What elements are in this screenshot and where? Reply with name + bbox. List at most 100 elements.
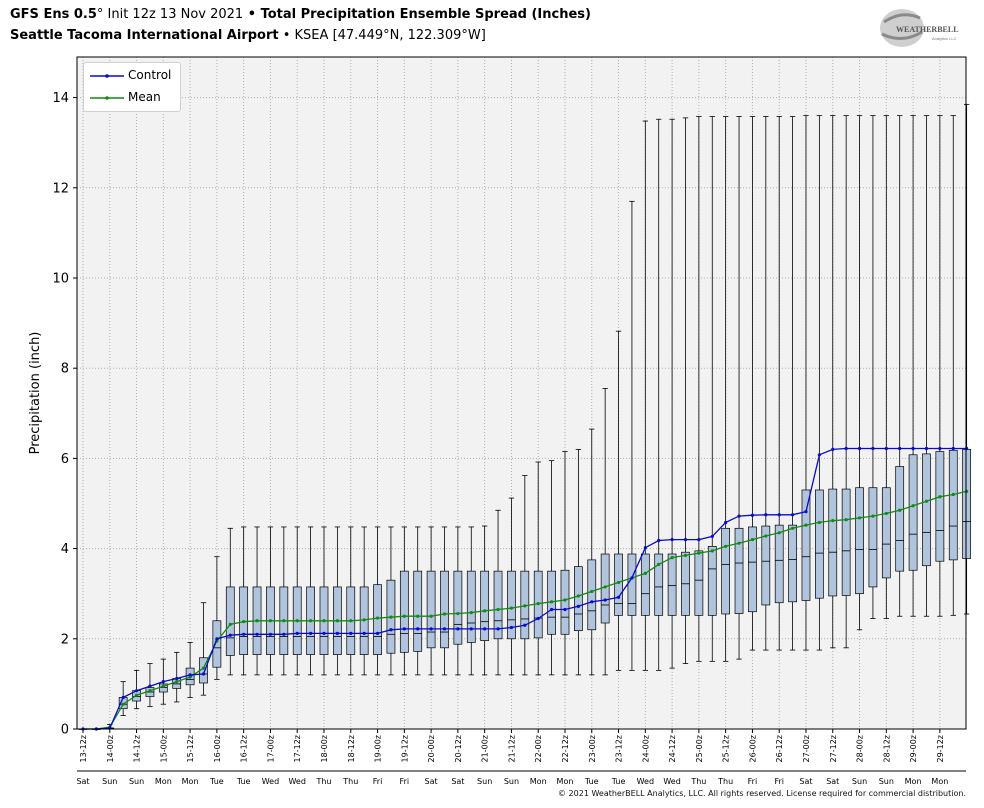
day-label: Mon (182, 777, 199, 786)
x-tick-label: 29-00z (909, 735, 918, 762)
mean-point (750, 537, 755, 542)
control-point (134, 689, 139, 693)
mean-point (469, 611, 473, 615)
x-tick-label: 23-00z (588, 735, 597, 762)
iqr-box (707, 545, 717, 616)
y-tick-label: 6 (61, 452, 69, 467)
y-tick-label: 8 (61, 362, 69, 377)
day-label: Wed (663, 777, 680, 786)
legend-mean-label: Mean (128, 90, 161, 104)
x-tick-label: 15-12z (186, 735, 195, 762)
control-point (844, 446, 848, 451)
y-tick-label: 0 (61, 723, 69, 738)
control-point (737, 514, 741, 518)
mean-point (188, 675, 192, 679)
mean-point (777, 531, 781, 535)
logo-text: WEATHERBELL (896, 25, 959, 34)
control-point (683, 537, 688, 542)
day-label: Wed (288, 777, 305, 786)
x-tick-label: 22-12z (561, 735, 570, 762)
x-tick-label: 20-00z (427, 735, 436, 762)
mean-point (134, 693, 139, 697)
mean-point (429, 614, 433, 618)
control-point (857, 446, 862, 451)
model-name: GFS Ens 0.5 (10, 7, 97, 22)
day-label: Sat (425, 777, 438, 786)
iqr-box (493, 570, 503, 640)
control-point (871, 446, 875, 451)
x-tick-label: 25-00z (695, 735, 704, 762)
chart-legend: Control Mean (83, 62, 181, 112)
day-label: Fri (400, 777, 410, 786)
day-label: Sun (129, 777, 144, 786)
control-point (911, 446, 915, 451)
control-point (469, 627, 473, 631)
control-point (938, 446, 942, 451)
lon-degree: ° (461, 28, 468, 43)
mean-point (442, 612, 447, 616)
product-name: Total Precipitation Ensemble Spread (Inc… (260, 7, 591, 22)
mean-point (804, 523, 808, 527)
control-point (161, 680, 165, 684)
day-label: Tue (209, 777, 224, 786)
control-point (442, 627, 447, 631)
day-label: Sat (826, 777, 839, 786)
mean-point (563, 598, 567, 602)
control-point (349, 631, 353, 635)
control-point (831, 447, 835, 451)
x-tick-label: 24-12z (668, 735, 677, 762)
y-tick-label: 12 (52, 181, 69, 196)
control-point (951, 446, 955, 451)
control-point (242, 632, 246, 636)
mean-point (590, 589, 594, 594)
mean-point (349, 619, 353, 623)
iqr-box (748, 526, 757, 613)
day-label: Mon (905, 777, 922, 786)
day-label: Tue (584, 777, 599, 786)
control-point (215, 637, 219, 641)
mean-point (362, 618, 366, 622)
mean-point (456, 611, 460, 616)
iqr-box (413, 570, 423, 652)
iqr-box (426, 570, 436, 649)
station-lon: N, 122.309 (389, 28, 462, 43)
x-tick-label: 21-00z (481, 735, 490, 762)
day-label: Mon (155, 777, 172, 786)
degree-sign: ° (96, 7, 104, 22)
control-point (804, 510, 808, 514)
control-point (295, 631, 299, 635)
x-tick-label: 28-00z (856, 735, 865, 762)
x-tick-label: 17-00z (266, 735, 275, 762)
mean-point (924, 499, 929, 503)
iqr-box (614, 553, 623, 616)
station-id: KSEA (294, 28, 329, 43)
mean-point (255, 619, 259, 623)
iqr-box (881, 487, 891, 579)
iqr-box (453, 570, 463, 645)
mean-point (335, 619, 339, 623)
iqr-box (560, 569, 570, 635)
x-tick-label: 19-00z (374, 735, 383, 762)
mean-point (523, 604, 527, 608)
mean-point (268, 619, 273, 623)
control-point (228, 633, 232, 637)
day-label: Sat (799, 777, 812, 786)
control-point (590, 600, 594, 604)
iqr-box (212, 620, 222, 668)
x-tick-label: 20-12z (454, 735, 463, 762)
control-point (375, 631, 380, 635)
day-label: Sat (76, 777, 89, 786)
mean-point (670, 556, 674, 560)
x-tick-label: 27-12z (829, 735, 838, 762)
iqr-box (948, 449, 958, 561)
control-point (456, 627, 460, 631)
mean-point (402, 614, 406, 618)
x-tick-label: 27-00z (802, 735, 811, 762)
control-point (817, 453, 821, 457)
title-separator: • (243, 7, 261, 22)
x-tick-label: 18-12z (347, 735, 356, 762)
control-point (884, 446, 888, 451)
day-label: Sun (477, 777, 492, 786)
mean-point (724, 544, 728, 548)
